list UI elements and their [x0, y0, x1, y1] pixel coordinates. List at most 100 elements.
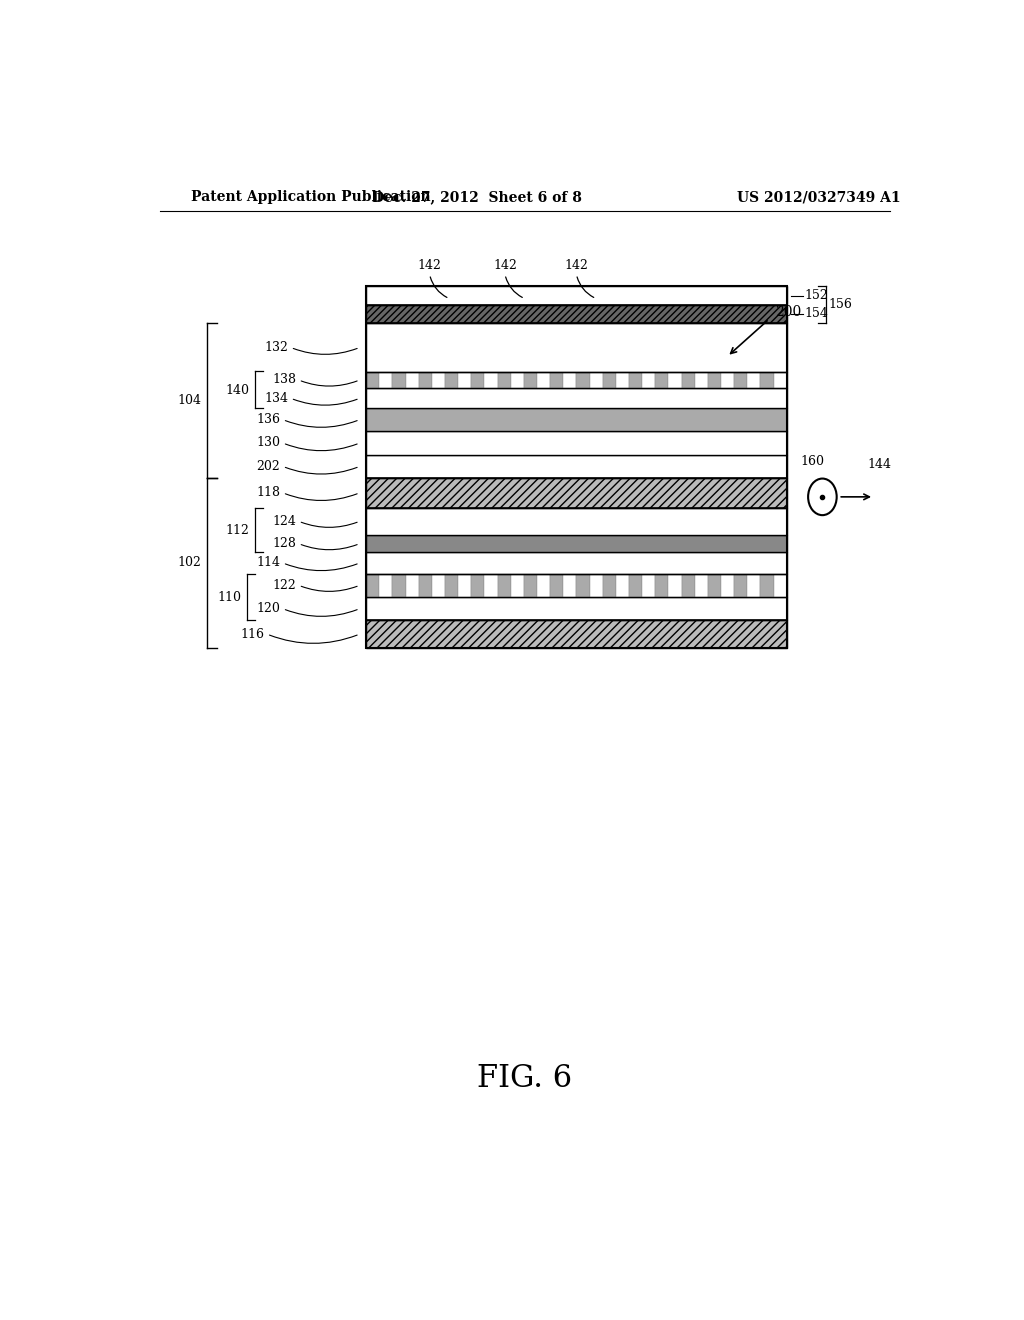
Bar	[458, 574, 471, 598]
Bar	[655, 574, 669, 598]
Text: 134: 134	[264, 392, 289, 405]
Bar	[367, 552, 786, 574]
Text: 118: 118	[256, 486, 281, 499]
Bar	[708, 574, 721, 598]
Bar	[392, 574, 406, 598]
Bar	[367, 430, 786, 455]
Text: 156: 156	[828, 298, 853, 312]
Bar	[367, 574, 786, 598]
Text: 120: 120	[256, 602, 281, 615]
Bar	[694, 372, 708, 388]
Bar	[590, 574, 603, 598]
Text: 122: 122	[272, 578, 296, 591]
Bar	[669, 574, 682, 598]
Bar	[590, 372, 603, 388]
Bar	[773, 574, 786, 598]
Text: US 2012/0327349 A1: US 2012/0327349 A1	[736, 190, 900, 205]
Text: 144: 144	[867, 458, 892, 471]
Bar	[629, 574, 642, 598]
Text: 116: 116	[241, 627, 264, 640]
Bar	[498, 574, 511, 598]
Bar	[367, 598, 786, 620]
Bar	[445, 574, 458, 598]
Bar	[406, 574, 419, 598]
Bar	[379, 372, 392, 388]
Bar	[524, 574, 537, 598]
Bar	[367, 478, 786, 508]
Bar	[419, 372, 432, 388]
Bar	[682, 372, 694, 388]
Bar	[367, 372, 786, 388]
Text: 200: 200	[775, 305, 801, 319]
Bar	[734, 372, 748, 388]
Bar	[642, 574, 655, 598]
Text: Patent Application Publication: Patent Application Publication	[191, 190, 431, 205]
Bar	[367, 305, 786, 323]
Text: 152: 152	[804, 289, 827, 302]
Bar	[721, 372, 734, 388]
Bar	[682, 574, 694, 598]
Text: 104: 104	[178, 393, 202, 407]
Bar	[603, 372, 615, 388]
Text: 160: 160	[801, 455, 825, 469]
Bar	[669, 372, 682, 388]
Bar	[392, 372, 406, 388]
Text: 102: 102	[178, 557, 202, 569]
Bar	[734, 574, 748, 598]
Text: 114: 114	[256, 557, 281, 569]
Bar	[367, 478, 786, 508]
Text: 136: 136	[256, 413, 281, 426]
Bar	[432, 574, 445, 598]
Bar	[615, 372, 629, 388]
Bar	[629, 372, 642, 388]
Bar	[484, 574, 498, 598]
Bar	[761, 372, 773, 388]
Text: Dec. 27, 2012  Sheet 6 of 8: Dec. 27, 2012 Sheet 6 of 8	[373, 190, 582, 205]
Text: FIG. 6: FIG. 6	[477, 1063, 572, 1094]
Bar	[563, 372, 577, 388]
Bar	[498, 372, 511, 388]
Text: 142: 142	[564, 259, 589, 272]
Text: 128: 128	[272, 537, 296, 550]
Bar	[367, 620, 786, 648]
Bar	[708, 372, 721, 388]
Bar	[721, 574, 734, 598]
Bar	[367, 286, 786, 305]
Bar	[577, 372, 590, 388]
Text: 110: 110	[217, 591, 242, 605]
Bar	[379, 574, 392, 598]
Bar	[406, 372, 419, 388]
Bar	[537, 574, 550, 598]
Bar	[367, 323, 786, 372]
Bar	[484, 372, 498, 388]
Bar	[458, 372, 471, 388]
Bar	[773, 372, 786, 388]
Bar	[761, 574, 773, 598]
Text: 112: 112	[225, 524, 250, 537]
Circle shape	[808, 479, 837, 515]
Text: 202: 202	[257, 459, 281, 473]
Bar	[471, 372, 484, 388]
Text: 142: 142	[493, 259, 517, 272]
Bar	[511, 574, 524, 598]
Text: 124: 124	[272, 515, 296, 528]
Bar	[615, 574, 629, 598]
Bar	[694, 574, 708, 598]
Bar	[367, 574, 379, 598]
Bar	[748, 372, 761, 388]
Bar	[367, 372, 379, 388]
Bar	[432, 372, 445, 388]
Bar	[367, 455, 786, 478]
Bar	[563, 574, 577, 598]
Bar	[524, 372, 537, 388]
Bar	[537, 372, 550, 388]
Bar	[550, 574, 563, 598]
Text: 130: 130	[256, 437, 281, 450]
Bar	[642, 372, 655, 388]
Bar	[748, 574, 761, 598]
Bar	[367, 408, 786, 430]
Bar	[471, 574, 484, 598]
Text: 132: 132	[264, 341, 289, 354]
Bar	[419, 574, 432, 598]
Bar	[367, 388, 786, 408]
